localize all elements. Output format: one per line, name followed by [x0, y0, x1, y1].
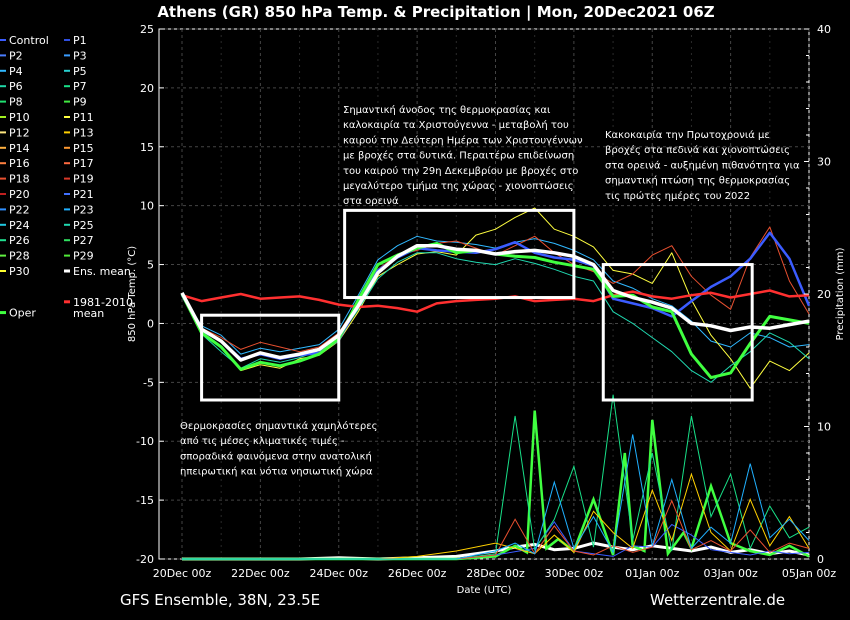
- legend-label: P16: [9, 157, 30, 170]
- legend-label: P22: [9, 203, 30, 216]
- x-tick-label: 28Dec 00z: [466, 567, 525, 580]
- legend-label: P23: [73, 203, 94, 216]
- y-tick-label: 5: [147, 259, 154, 272]
- y-tick-label: 20: [140, 82, 154, 95]
- highlight-box-3: [601, 263, 754, 402]
- y2-axis-ticks: 40 30 20 10 0: [804, 23, 831, 566]
- legend-label: P20: [9, 188, 30, 201]
- legend: Control P1 P2 P3 P4 P5 P6 P7 P8 P9 P10 P11 P12 P13 P14…: [0, 34, 133, 320]
- legend-label: P27: [73, 234, 94, 247]
- legend-label: P17: [73, 157, 94, 170]
- legend-label: P30: [9, 265, 30, 278]
- x-tick-label: 03Jan 00z: [704, 567, 758, 580]
- footer-source: Wetterzentrale.de: [650, 591, 785, 609]
- y-tick-label: 10: [140, 200, 154, 213]
- legend-label: Control: [9, 34, 49, 47]
- legend-label: P21: [73, 188, 94, 201]
- legend-label: P24: [9, 219, 30, 232]
- highlight-box-2: [343, 208, 576, 300]
- x-axis-label: Date (UTC): [457, 585, 512, 596]
- legend-label: P10: [9, 111, 30, 124]
- legend-label: P25: [73, 219, 94, 232]
- y-tick-label: -15: [136, 494, 154, 507]
- highlight-box-1: [200, 313, 341, 402]
- y-tick-label: 25: [140, 23, 154, 36]
- y2-axis-label: Precipitation (mm): [835, 247, 846, 340]
- legend-label: Oper: [9, 307, 36, 320]
- legend-label: P3: [73, 49, 87, 62]
- legend-label: P28: [9, 250, 30, 263]
- x-tick-label: 24Dec 00z: [309, 567, 368, 580]
- x-tick-label: 26Dec 00z: [388, 567, 447, 580]
- x-tick-label: 01Jan 00z: [625, 567, 679, 580]
- y2-tick-label: 0: [817, 553, 824, 566]
- legend-label: P2: [9, 49, 23, 62]
- legend-label: P6: [9, 80, 23, 93]
- x-tick-label: 22Dec 00z: [231, 567, 290, 580]
- legend-label: P4: [9, 65, 23, 78]
- temp-line-ens-mean: [180, 243, 810, 362]
- y2-tick-label: 40: [817, 23, 831, 36]
- y-tick-label: -10: [136, 435, 154, 448]
- y2-tick-label: 30: [817, 156, 831, 169]
- precip-line-p23: [182, 434, 810, 560]
- legend-label-cont: mean: [73, 307, 104, 320]
- highlight-boxes: [200, 208, 754, 402]
- footer-model: GFS Ensemble, 38N, 23.5E: [120, 591, 320, 609]
- y-tick-label: -20: [136, 553, 154, 566]
- legend-label: P14: [9, 142, 30, 155]
- legend-label: P9: [73, 96, 87, 109]
- annotation-1: Σημαντική άνοδος της θερμοκρασίας και καλ…: [343, 104, 583, 207]
- x-tick-label: 30Dec 00z: [545, 567, 604, 580]
- x-tick-label: 20Dec 00z: [153, 567, 212, 580]
- legend-label: P1: [73, 34, 87, 47]
- annotation-2: Κακοκαιρία την Πρωτοχρονιά με βροχές στα …: [605, 129, 800, 202]
- x-axis-ticks: 20Dec 00z 22Dec 00z 24Dec 00z 26Dec 00z 28De…: [153, 567, 837, 580]
- y2-tick-label: 20: [817, 288, 831, 301]
- legend-label: P19: [73, 173, 94, 186]
- temp-line-p25: [181, 252, 810, 383]
- x-tick-label: 05Jan 00z: [782, 567, 836, 580]
- precipitation-lines: [182, 394, 810, 561]
- legend-label: P13: [73, 126, 94, 139]
- legend-label: P29: [73, 250, 94, 263]
- y-tick-label: 0: [147, 317, 154, 330]
- legend-label: P26: [9, 234, 30, 247]
- legend-label: P12: [9, 126, 30, 139]
- annotation-3: Θερμοκρασίες σημαντικά χαμηλότερες από τι…: [180, 420, 378, 478]
- legend-label: P18: [9, 173, 30, 186]
- y-axis-label: 850 hPa Temp. (°C): [127, 246, 138, 342]
- chart-title: Athens (GR) 850 hPa Temp. & Precipitatio…: [157, 3, 714, 22]
- legend-label: Ens. mean: [73, 265, 131, 278]
- y-tick-label: 15: [140, 141, 154, 154]
- annotations: Σημαντική άνοδος της θερμοκρασίας και καλ…: [180, 104, 800, 478]
- legend-label: P7: [73, 80, 87, 93]
- legend-label: P8: [9, 96, 23, 109]
- legend-label: P15: [73, 142, 94, 155]
- y2-tick-label: 10: [817, 421, 831, 434]
- legend-label: P11: [73, 111, 94, 124]
- legend-label: 1981-2010: [73, 296, 133, 309]
- legend-label: P5: [73, 65, 87, 78]
- y-tick-label: -5: [143, 376, 154, 389]
- y-axis-ticks: 25 20 15 10 5 0 -5 -10 -15 -20: [136, 23, 164, 566]
